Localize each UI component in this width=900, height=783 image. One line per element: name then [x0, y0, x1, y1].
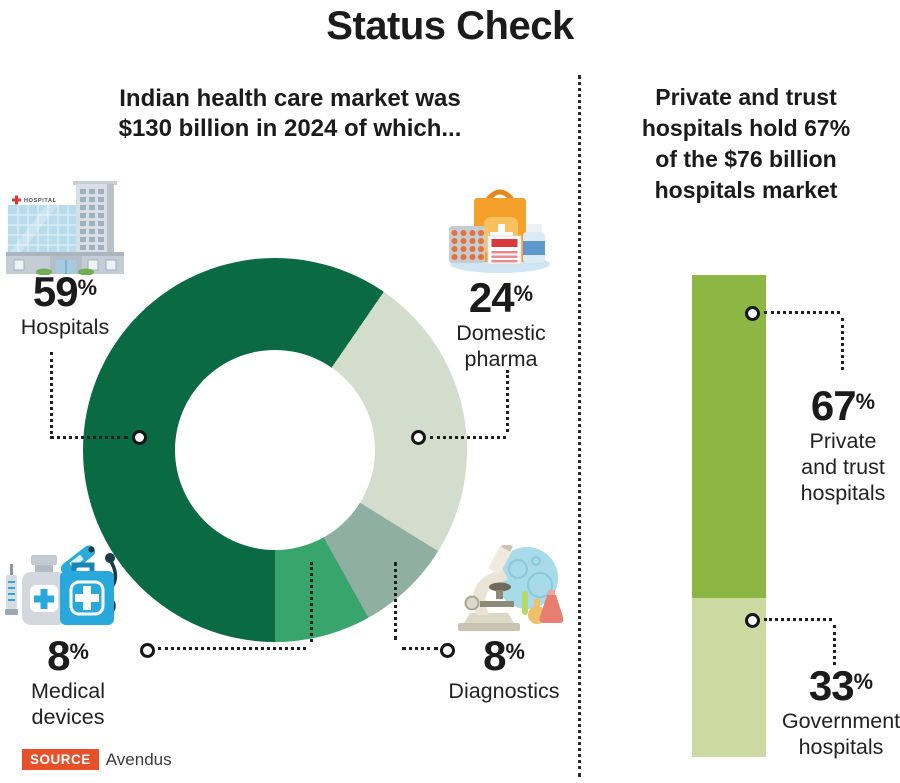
right-heading-line4: hospitals market [654, 177, 838, 203]
callout-line-government-horizontal [764, 618, 832, 621]
callout-line-pharma-vertical [506, 370, 509, 432]
callout-line-hospitals-vertical [50, 352, 53, 434]
right-heading-line2: hospitals hold 67% [641, 115, 851, 141]
callout-marker-hospitals [132, 430, 147, 445]
callout-line-hospitals-horizontal [50, 436, 128, 439]
source-attribution: SOURCE Avendus [22, 749, 172, 770]
pharma-percent: 24% [468, 273, 534, 321]
private-name-line3: hospitals [800, 480, 886, 505]
callout-marker-private [745, 306, 760, 321]
hospitals-name: Hospitals [20, 314, 110, 339]
callout-marker-diagnostics [440, 643, 455, 658]
private-name-line2: and trust [801, 454, 885, 479]
donut-hole [175, 350, 375, 550]
pharma-name-line1: Domestic [456, 320, 546, 345]
private-name-line1: Private [809, 428, 877, 453]
source-badge: SOURCE [22, 749, 99, 770]
callout-line-diagnostics-vertical [394, 562, 397, 640]
callout-line-diagnostics-horizontal [402, 647, 438, 650]
microscope-icon [458, 545, 563, 631]
callout-line-private-horizontal [764, 311, 840, 314]
segment-label-devices: 8% Medical devices [16, 630, 120, 730]
hospital-sign-text: HOSPITAL [24, 198, 57, 204]
government-name-line1: Government [781, 708, 900, 733]
left-panel-heading: Indian health care market was $130 billi… [55, 84, 525, 144]
red-cross-icon [12, 195, 21, 205]
callout-marker-government [745, 613, 760, 628]
right-heading-line1: Private and trust [655, 84, 837, 110]
panel-divider-dotted-line [578, 75, 581, 777]
bar-segment-private-trust [692, 275, 766, 598]
hospitals-percent: 59% [32, 267, 98, 315]
donut-chart [83, 258, 467, 642]
blue-cross-icon [34, 589, 54, 609]
segment-label-hospitals: 59% Hospitals [14, 266, 116, 340]
callout-line-private-vertical [841, 318, 844, 370]
devices-name-line2: devices [31, 704, 105, 729]
government-percent: 33% [808, 661, 874, 709]
bar-label-private: 67% Private and trust hospitals [781, 380, 900, 506]
callout-line-government-vertical [833, 625, 836, 665]
right-heading-line3: of the $76 billion [655, 146, 837, 172]
callout-marker-devices [140, 643, 155, 658]
left-heading-line2: $130 billion in 2024 of which... [118, 115, 462, 142]
pharma-name-line2: pharma [464, 346, 538, 371]
callout-line-devices-vertical [310, 562, 313, 642]
segment-label-diagnostics: 8% Diagnostics [446, 630, 562, 704]
hospital-building-icon: HOSPITAL [6, 181, 124, 275]
white-cross-icon [75, 586, 99, 610]
pharmacy-bag-icon [449, 189, 550, 273]
source-name: Avendus [105, 749, 172, 769]
stacked-bar-chart [692, 275, 766, 757]
callout-line-pharma-horizontal [430, 436, 506, 439]
right-panel-heading: Private and trust hospitals hold 67% of … [592, 82, 900, 206]
segment-label-pharma: 24% Domestic pharma [449, 272, 553, 372]
devices-percent: 8% [47, 631, 89, 679]
private-percent: 67% [810, 381, 876, 429]
bar-label-government: 33% Government hospitals [779, 660, 900, 760]
diagnostics-name: Diagnostics [448, 678, 560, 703]
government-name-line2: hospitals [798, 734, 884, 759]
left-heading-line1: Indian health care market was [119, 85, 461, 112]
page-title: Status Check [326, 4, 574, 48]
diagnostics-percent: 8% [483, 631, 525, 679]
callout-marker-pharma [411, 430, 426, 445]
callout-line-devices-horizontal [158, 647, 306, 650]
devices-name-line1: Medical [30, 678, 106, 703]
medical-devices-icon [5, 545, 118, 625]
